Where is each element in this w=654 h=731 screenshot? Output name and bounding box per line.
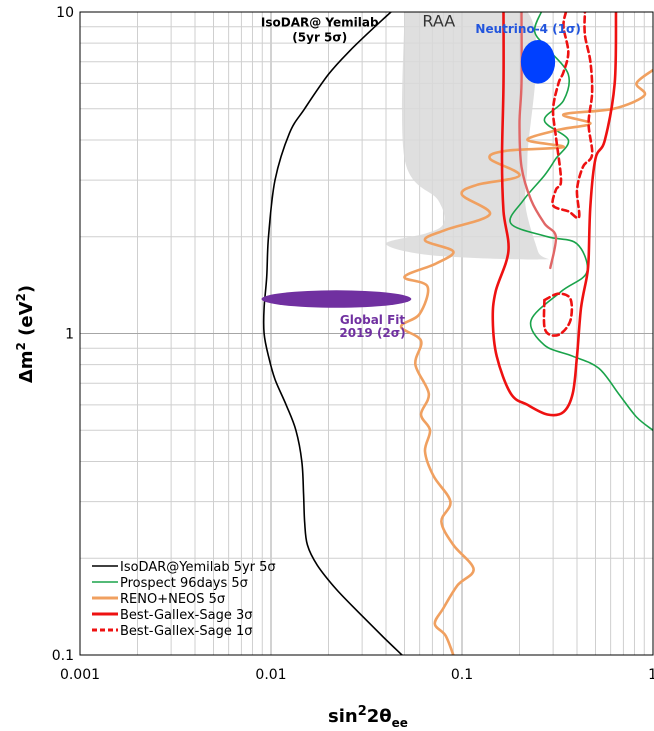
grid [79, 12, 653, 656]
legend-label: Prospect 96days 5σ [120, 576, 248, 591]
neutrino4-ellipse [520, 39, 556, 84]
series-lines [262, 12, 653, 655]
series-line-2 [399, 68, 653, 655]
y-tick-label: 10 [56, 5, 74, 21]
y-axis-title: Δm2 (eV2) [14, 285, 37, 383]
ellipses [261, 39, 556, 308]
series-line-1 [509, 12, 653, 432]
plot-border [79, 11, 654, 656]
series-line-5 [542, 292, 574, 337]
tick-labels: 0.001 0.01 0.1 1 0.1 1 10 [52, 5, 654, 683]
x-tick-label: 1 [648, 667, 654, 683]
x-tick-label: 0.001 [60, 667, 100, 683]
x-tick-label: 0.1 [451, 667, 473, 683]
regions [385, 12, 549, 260]
legend-label: IsoDAR@Yemilab 5yr 5σ [120, 560, 276, 575]
series-line-3 [491, 12, 618, 417]
global-fit-ellipse [261, 290, 412, 308]
raa-label: RAA [422, 12, 455, 31]
y-tick-label: 0.1 [52, 648, 74, 664]
y-tick-label: 1 [65, 327, 74, 343]
x-tick-label: 0.01 [255, 667, 286, 683]
isodar-annotation: IsoDAR@ Yemilab [261, 16, 379, 30]
global-fit-label: Global Fit [340, 313, 405, 327]
series-line-6 [518, 12, 558, 270]
global-fit-label-2: 2019 (2σ) [339, 326, 405, 340]
series-line-4 [551, 12, 594, 220]
neutrino4-label: Neutrino-4 (1σ) [475, 22, 580, 36]
legend-label: Best-Gallex-Sage 1σ [120, 624, 252, 639]
raa-region [385, 12, 549, 260]
legend-label: RENO+NEOS 5σ [120, 592, 225, 607]
x-axis-title: sin22θee [328, 704, 408, 730]
series-line-0 [262, 12, 403, 655]
legend-label: Best-Gallex-Sage 3σ [120, 608, 252, 623]
isodar-annotation-2: (5yr 5σ) [292, 31, 347, 45]
